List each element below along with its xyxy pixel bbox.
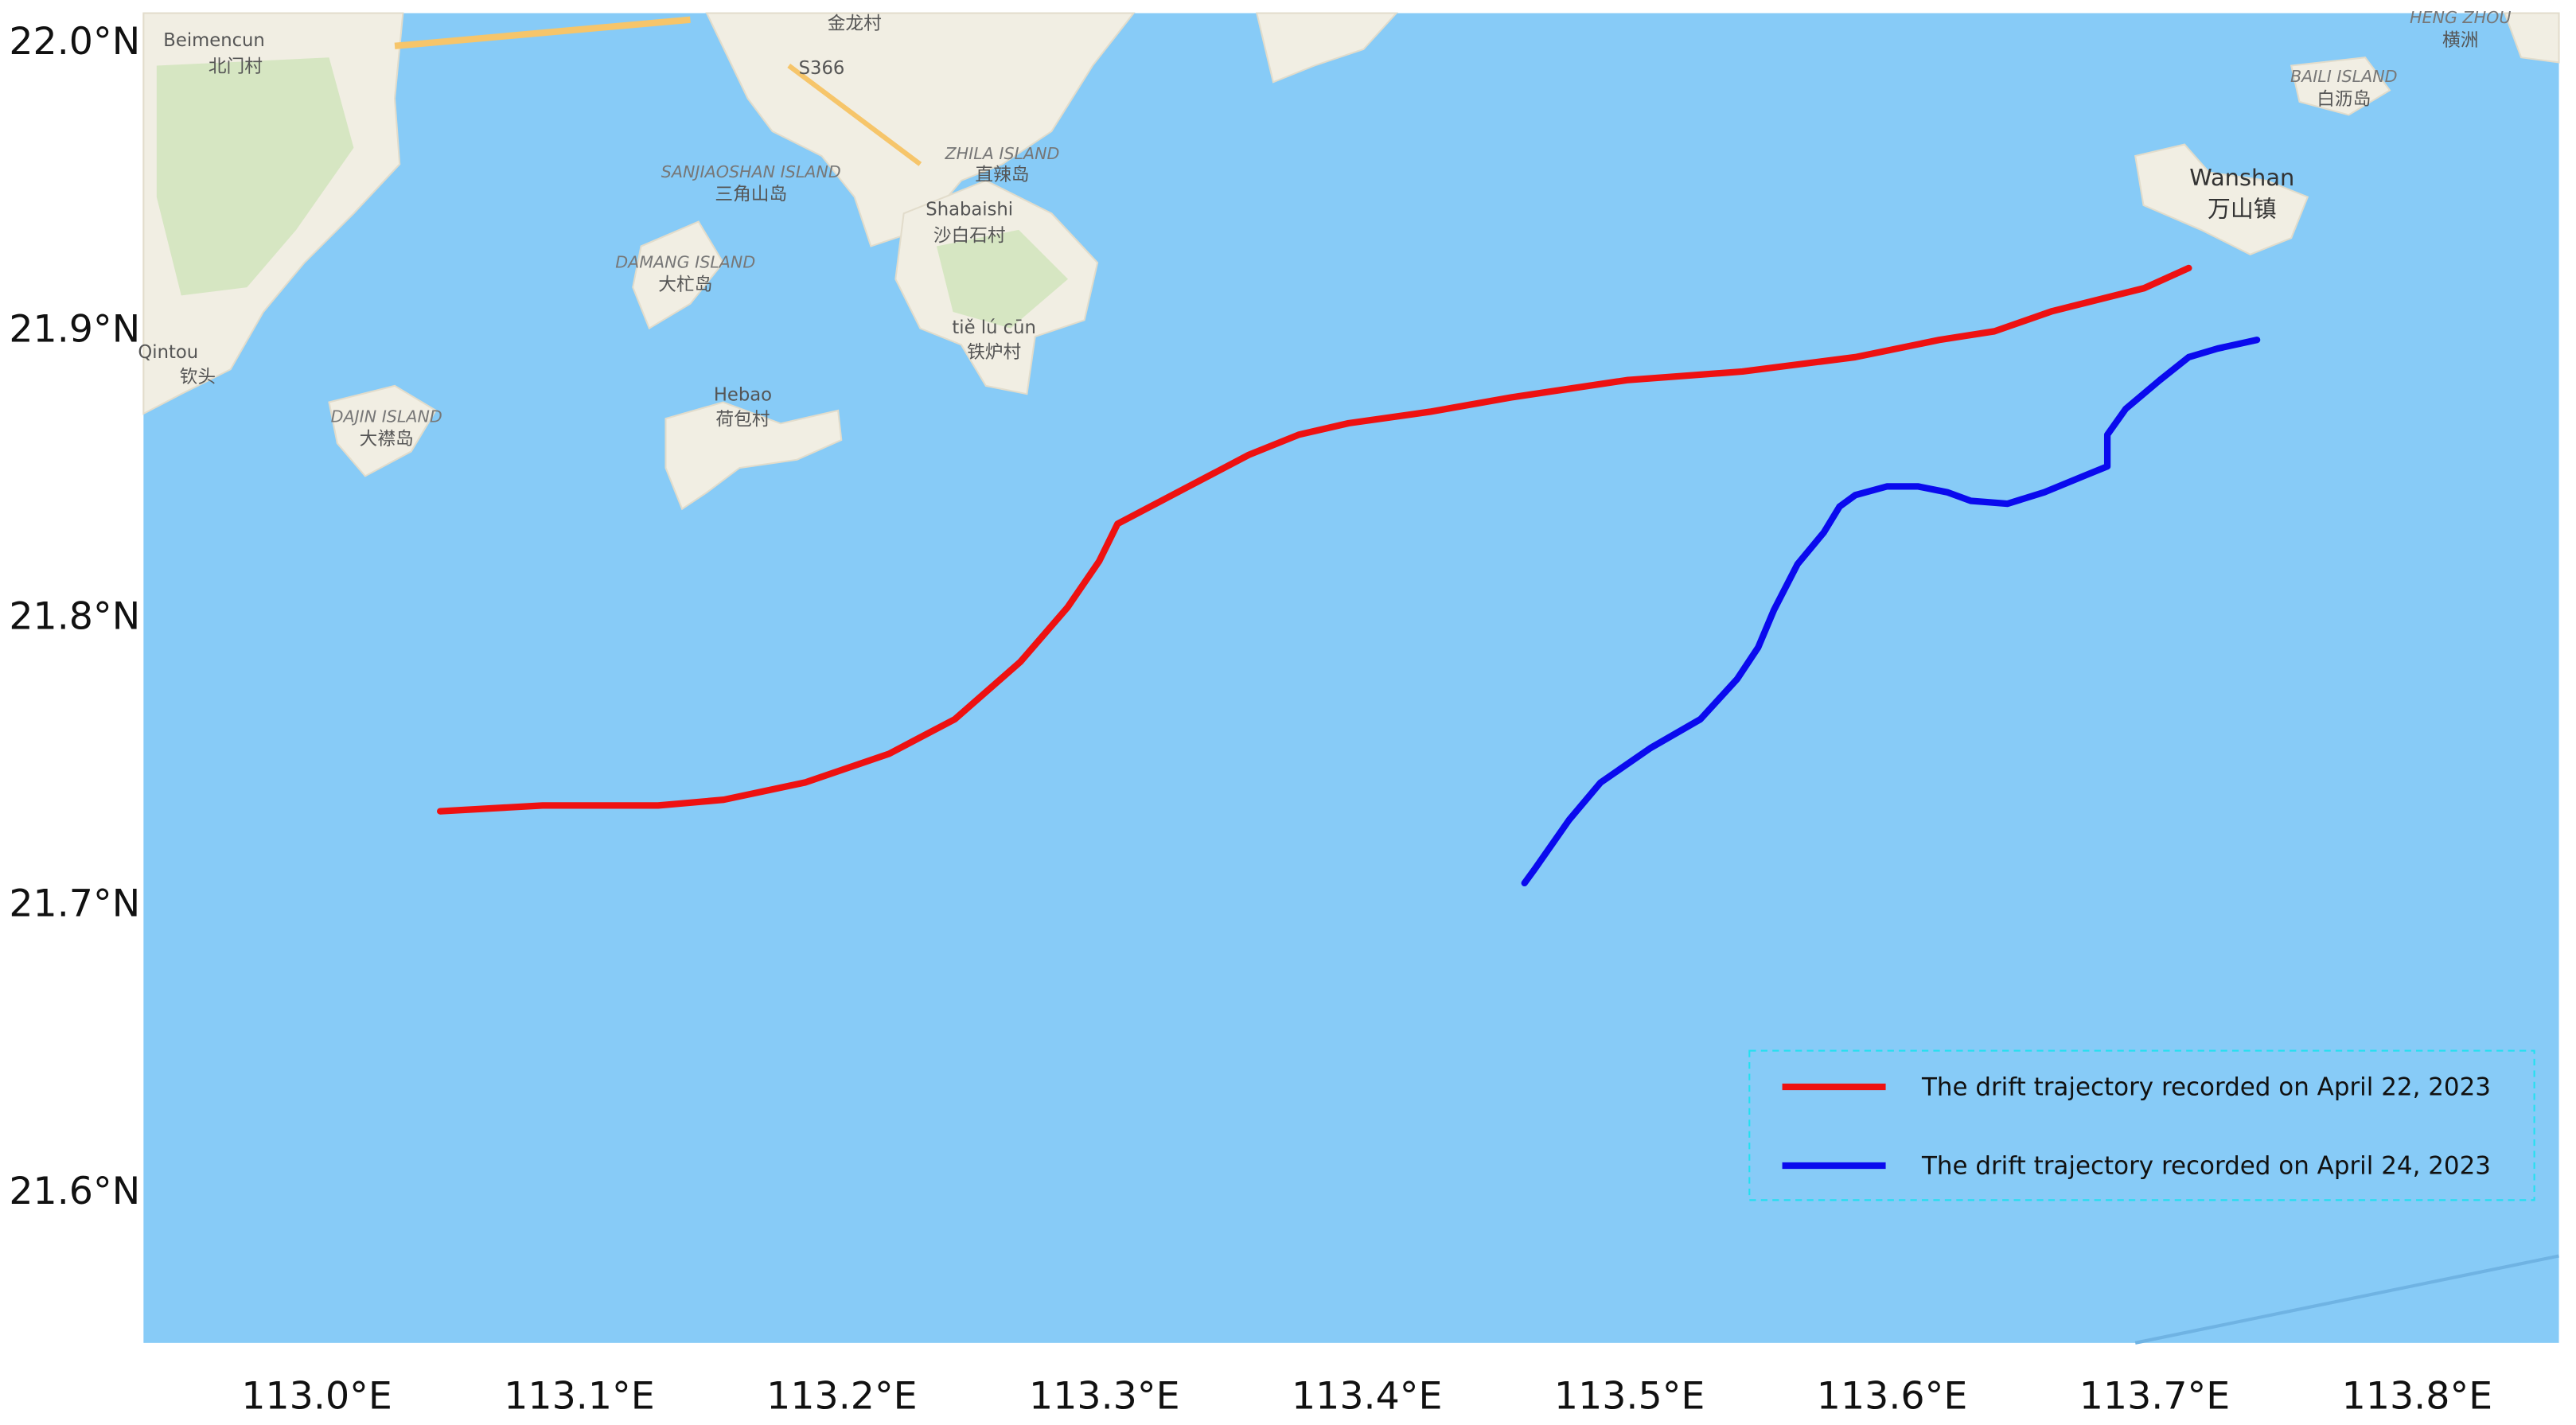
- place-label: S366: [799, 58, 845, 79]
- place-label: 直辣岛: [975, 165, 1029, 185]
- place-label: Qintou: [138, 342, 198, 363]
- x-tick-label: 113.4°E: [1292, 1374, 1443, 1418]
- place-label: HENG ZHOU: [2410, 8, 2511, 27]
- place-label: 北门村: [208, 56, 263, 77]
- legend-box: [1748, 1049, 2535, 1201]
- road: [787, 64, 922, 166]
- place-label: Wanshan: [2189, 164, 2294, 191]
- place-label: 钦头: [180, 367, 216, 387]
- x-tick-label: 113.2°E: [766, 1374, 918, 1418]
- x-tick-label: 113.7°E: [2079, 1374, 2231, 1418]
- trajectory-line: [437, 264, 2192, 815]
- map-labels: Beimencun 北门村 金龙村 S366 SANJIAOSHAN ISLAND 三角山…: [138, 8, 2511, 450]
- place-label: Hebao: [714, 384, 772, 405]
- x-tick-label: 113.0°E: [241, 1374, 392, 1418]
- place-label: tiě lú cūn: [952, 317, 1036, 338]
- x-tick-label: 113.5°E: [1554, 1374, 1705, 1418]
- vegetation: [156, 57, 1069, 329]
- road: [394, 16, 691, 49]
- place-label: 金龙村: [828, 14, 882, 34]
- place-label: ZHILA ISLAND: [944, 144, 1059, 163]
- y-tick-label: 21.6°N: [9, 1170, 140, 1213]
- y-tick-label: 22.0°N: [9, 20, 140, 64]
- trajectories: [437, 264, 2261, 887]
- legend-label: The drift trajectory recorded on April 2…: [1921, 1073, 2491, 1101]
- axes: 113.0°E 113.1°E 113.2°E 113.3°E 113.4°E 113.5…: [9, 20, 2492, 1418]
- place-label: 大襟岛: [360, 429, 414, 450]
- place-label: 铁炉村: [967, 342, 1021, 363]
- place-label: 横洲: [2442, 30, 2478, 51]
- place-label: 白沥岛: [2317, 89, 2371, 110]
- place-label: DAMANG ISLAND: [615, 252, 755, 271]
- place-label: 沙白石村: [933, 225, 1006, 246]
- legend: The drift trajectory recorded on April 2…: [1782, 1073, 2491, 1180]
- place-label: 万山镇: [2208, 195, 2277, 222]
- shipping-lane: [2134, 1254, 2559, 1345]
- sea: [143, 13, 2559, 1343]
- x-tick-label: 113.6°E: [1817, 1374, 1968, 1418]
- place-label: Beimencun: [163, 30, 264, 51]
- trajectory-line: [1521, 337, 2261, 887]
- place-label: BAILI ISLAND: [2290, 67, 2398, 86]
- place-label: DAJIN ISLAND: [331, 407, 442, 426]
- y-tick-label: 21.9°N: [9, 307, 140, 351]
- place-label: SANJIAOSHAN ISLAND: [661, 162, 841, 181]
- x-tick-label: 113.1°E: [504, 1374, 654, 1418]
- x-tick-label: 113.3°E: [1029, 1374, 1180, 1418]
- place-label: 荷包村: [715, 409, 770, 430]
- place-label: 大杧岛: [658, 274, 712, 295]
- y-tick-label: 21.8°N: [9, 594, 140, 638]
- y-tick-label: 21.7°N: [9, 882, 140, 926]
- place-label: 三角山岛: [715, 185, 787, 205]
- legend-label: The drift trajectory recorded on April 2…: [1921, 1151, 2491, 1180]
- place-label: Shabaishi: [926, 199, 1013, 220]
- x-tick-label: 113.8°E: [2342, 1374, 2493, 1418]
